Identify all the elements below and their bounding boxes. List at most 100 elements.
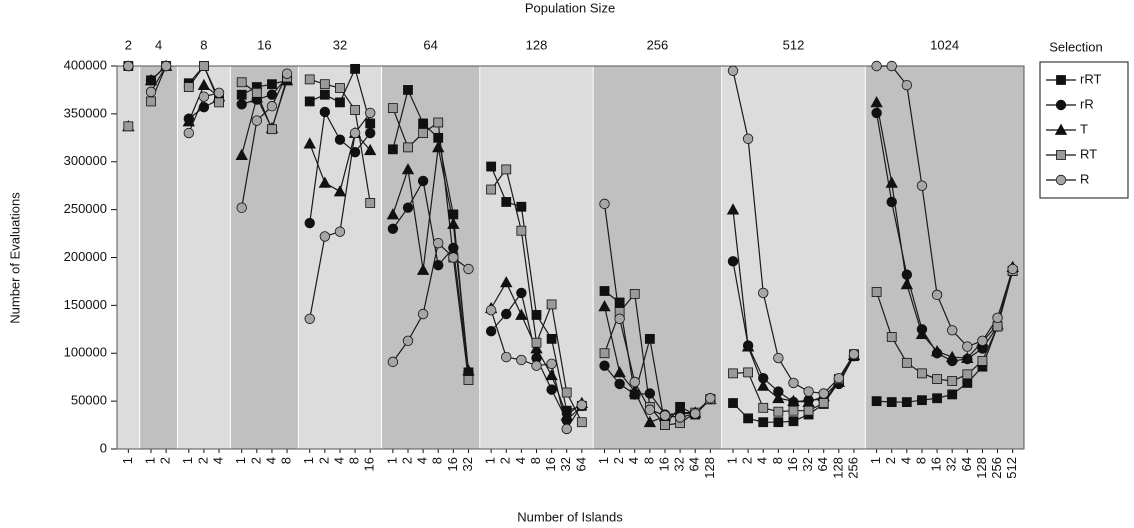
data-point — [917, 368, 927, 379]
data-point — [1007, 263, 1018, 275]
data-point — [448, 252, 459, 263]
y-tick-label: 150000 — [64, 297, 107, 312]
data-point — [417, 308, 429, 320]
data-point — [402, 335, 414, 347]
data-point — [364, 143, 377, 156]
x-tick-label: 256 — [845, 457, 860, 479]
x-tick-label: 32 — [460, 457, 475, 471]
data-point — [992, 312, 1003, 324]
x-tick-label: 128 — [974, 457, 989, 479]
data-point — [416, 263, 430, 275]
data-point — [501, 164, 512, 175]
data-point — [448, 209, 459, 220]
data-point — [886, 397, 897, 407]
data-point — [318, 176, 332, 188]
data-point — [628, 385, 641, 397]
x-tick-label: 128 — [830, 457, 845, 479]
population-band — [479, 66, 594, 449]
data-point — [773, 352, 784, 364]
data-point — [199, 61, 209, 71]
data-point — [962, 369, 973, 380]
data-point — [644, 388, 656, 399]
x-tick-label: 16 — [929, 457, 944, 471]
data-point — [885, 176, 898, 188]
data-point — [758, 287, 769, 299]
data-point — [599, 348, 610, 359]
data-point — [402, 202, 414, 213]
x-tick-label: 4 — [513, 457, 528, 464]
data-point — [561, 387, 572, 398]
data-point — [901, 357, 912, 368]
data-point — [183, 127, 195, 139]
data-point — [281, 68, 293, 79]
legend-marker — [1054, 123, 1068, 135]
series-line — [876, 102, 1014, 359]
x-tick-label: 4 — [415, 457, 430, 464]
data-point — [848, 349, 860, 360]
data-point — [198, 101, 210, 113]
x-tick-label: 32 — [800, 457, 815, 471]
data-point — [727, 65, 739, 76]
data-point — [485, 326, 497, 337]
x-tick-label: 64 — [573, 457, 588, 471]
data-point — [197, 78, 211, 91]
data-point — [772, 391, 785, 404]
data-point — [546, 299, 557, 310]
data-point — [365, 198, 376, 208]
data-point — [501, 308, 512, 320]
x-tick-label: 1 — [180, 457, 195, 464]
population-band — [230, 66, 299, 449]
population-band — [381, 66, 480, 449]
data-point — [788, 405, 799, 416]
x-tick-label: 2 — [498, 457, 513, 464]
population-label: 2 — [125, 37, 132, 52]
x-tick-label: 1 — [596, 457, 611, 464]
legend-marker — [1056, 150, 1066, 160]
population-label: 8 — [200, 37, 207, 52]
y-tick-label: 200000 — [64, 249, 107, 264]
data-point — [818, 398, 829, 408]
series-line — [876, 270, 1014, 382]
data-point — [576, 417, 587, 428]
data-point — [758, 417, 769, 428]
x-tick-label: 1 — [233, 457, 248, 464]
data-point — [266, 89, 278, 100]
data-point — [900, 277, 914, 290]
data-point — [871, 287, 882, 297]
data-point — [531, 310, 542, 320]
data-point — [932, 393, 942, 404]
data-point — [182, 115, 195, 127]
y-tick-label: 100000 — [64, 345, 107, 360]
x-tick-label: 2 — [611, 457, 626, 464]
data-point — [614, 297, 625, 308]
data-point — [304, 96, 315, 107]
population-label: 4 — [155, 37, 162, 52]
data-point — [387, 144, 398, 155]
data-point — [334, 226, 346, 237]
plot-frame — [116, 65, 1025, 450]
data-point — [773, 406, 784, 417]
data-point — [303, 137, 316, 149]
data-point — [387, 103, 398, 114]
data-point — [659, 410, 671, 421]
x-tick-label: 4 — [263, 457, 278, 464]
population-label: 128 — [526, 37, 548, 52]
data-point — [961, 351, 974, 363]
y-tick-label: 0 — [100, 440, 107, 455]
data-point — [486, 184, 497, 195]
x-tick-label: 64 — [959, 457, 974, 471]
data-point — [350, 105, 360, 115]
data-point — [516, 225, 527, 236]
data-point — [743, 413, 754, 424]
data-point — [643, 415, 657, 428]
data-point — [629, 288, 640, 299]
population-band — [139, 66, 178, 449]
legend-title: Selection — [1049, 39, 1102, 54]
data-point — [788, 377, 799, 389]
data-point — [486, 161, 497, 172]
data-point — [304, 313, 315, 324]
data-point — [417, 175, 429, 187]
data-point — [977, 356, 988, 366]
data-point — [946, 325, 958, 336]
x-tick-label: 1 — [868, 457, 883, 464]
